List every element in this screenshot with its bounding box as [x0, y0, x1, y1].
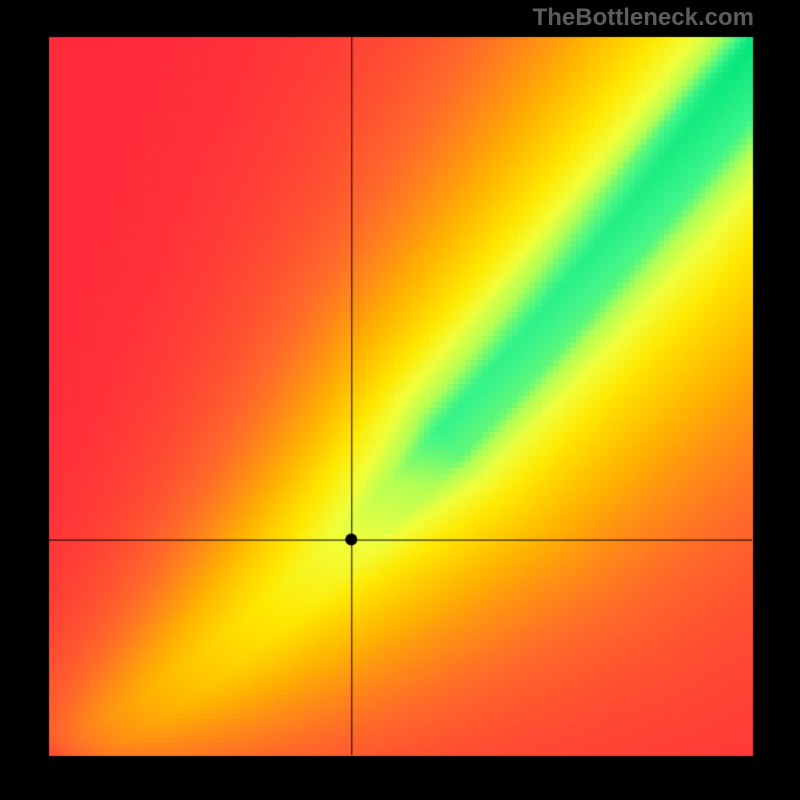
chart-container: TheBottleneck.com: [0, 0, 800, 800]
bottleneck-heatmap: [0, 0, 800, 800]
watermark-text: TheBottleneck.com: [533, 4, 754, 32]
